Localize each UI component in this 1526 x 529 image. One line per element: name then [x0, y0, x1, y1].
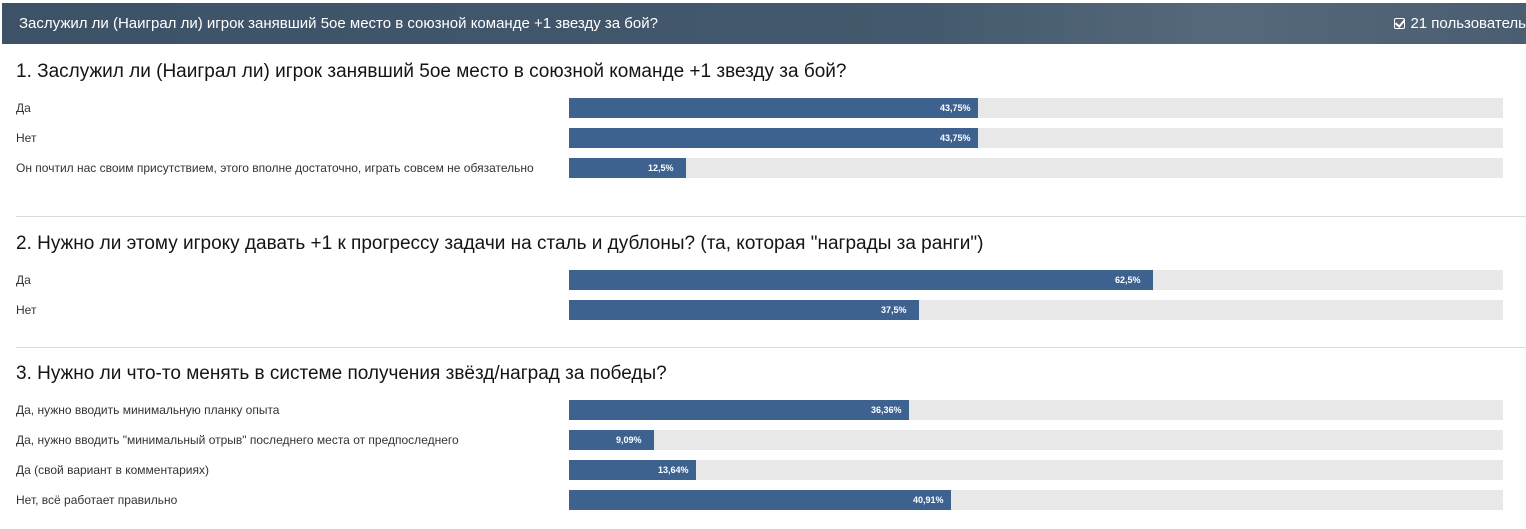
poll-header: Заслужил ли (Наиграл ли) игрок занявший … — [2, 3, 1526, 44]
result-percent: 37,5% — [881, 305, 907, 315]
result-bar-fill — [569, 98, 978, 118]
option-label: Нет, всё работает правильно — [16, 493, 178, 507]
result-bar: 36,36% — [569, 400, 1503, 420]
question-title: 3. Нужно ли что-то менять в системе полу… — [16, 363, 667, 384]
result-percent: 40,91% — [913, 495, 944, 505]
question-title: 2. Нужно ли этому игроку давать +1 к про… — [16, 233, 984, 254]
result-percent: 12,5% — [648, 163, 674, 173]
result-bar: 43,75% — [569, 98, 1503, 118]
option-label: Да — [16, 101, 31, 115]
question-3: 3. Нужно ли что-то менять в системе полу… — [16, 363, 1526, 523]
divider — [16, 216, 1526, 217]
result-bar: 9,09% — [569, 430, 1503, 450]
result-percent: 13,64% — [658, 465, 689, 475]
option-label: Да, нужно вводить "минимальный отрыв" по… — [16, 433, 459, 447]
result-bar-fill — [569, 158, 686, 178]
result-bar-fill — [569, 460, 696, 480]
result-percent: 43,75% — [940, 133, 971, 143]
result-bar-fill — [569, 270, 1153, 290]
result-percent: 36,36% — [871, 405, 902, 415]
option-label: Да, нужно вводить минимальную планку опы… — [16, 403, 280, 417]
result-bar: 12,5% — [569, 158, 1503, 178]
result-bar: 40,91% — [569, 490, 1503, 510]
question-2: 2. Нужно ли этому игроку давать +1 к про… — [16, 233, 1526, 333]
result-bar-fill — [569, 128, 978, 148]
result-bar-fill — [569, 300, 919, 320]
result-percent: 43,75% — [940, 103, 971, 113]
result-bar: 13,64% — [569, 460, 1503, 480]
result-bar-fill — [569, 430, 654, 450]
result-bar-fill — [569, 490, 951, 510]
result-bar: 37,5% — [569, 300, 1503, 320]
option-label: Да (свой вариант в комментариях) — [16, 463, 209, 477]
divider — [16, 347, 1526, 348]
option-label: Нет — [16, 131, 37, 145]
option-label: Он почтил нас своим присутствием, этого … — [16, 161, 534, 175]
result-percent: 9,09% — [616, 435, 642, 445]
poll-title: Заслужил ли (Наиграл ли) игрок занявший … — [19, 15, 658, 32]
option-label: Нет — [16, 303, 37, 317]
result-bar: 43,75% — [569, 128, 1503, 148]
option-label: Да — [16, 273, 31, 287]
question-title: 1. Заслужил ли (Наиграл ли) игрок занявш… — [16, 61, 847, 82]
question-1: 1. Заслужил ли (Наиграл ли) игрок занявш… — [16, 61, 1526, 206]
voters-count-label: 21 пользователь — [1410, 15, 1526, 32]
checkbox-icon — [1394, 18, 1406, 29]
voters-count[interactable]: 21 пользователь — [1394, 15, 1526, 32]
result-percent: 62,5% — [1115, 275, 1141, 285]
result-bar-fill — [569, 400, 909, 420]
result-bar: 62,5% — [569, 270, 1503, 290]
